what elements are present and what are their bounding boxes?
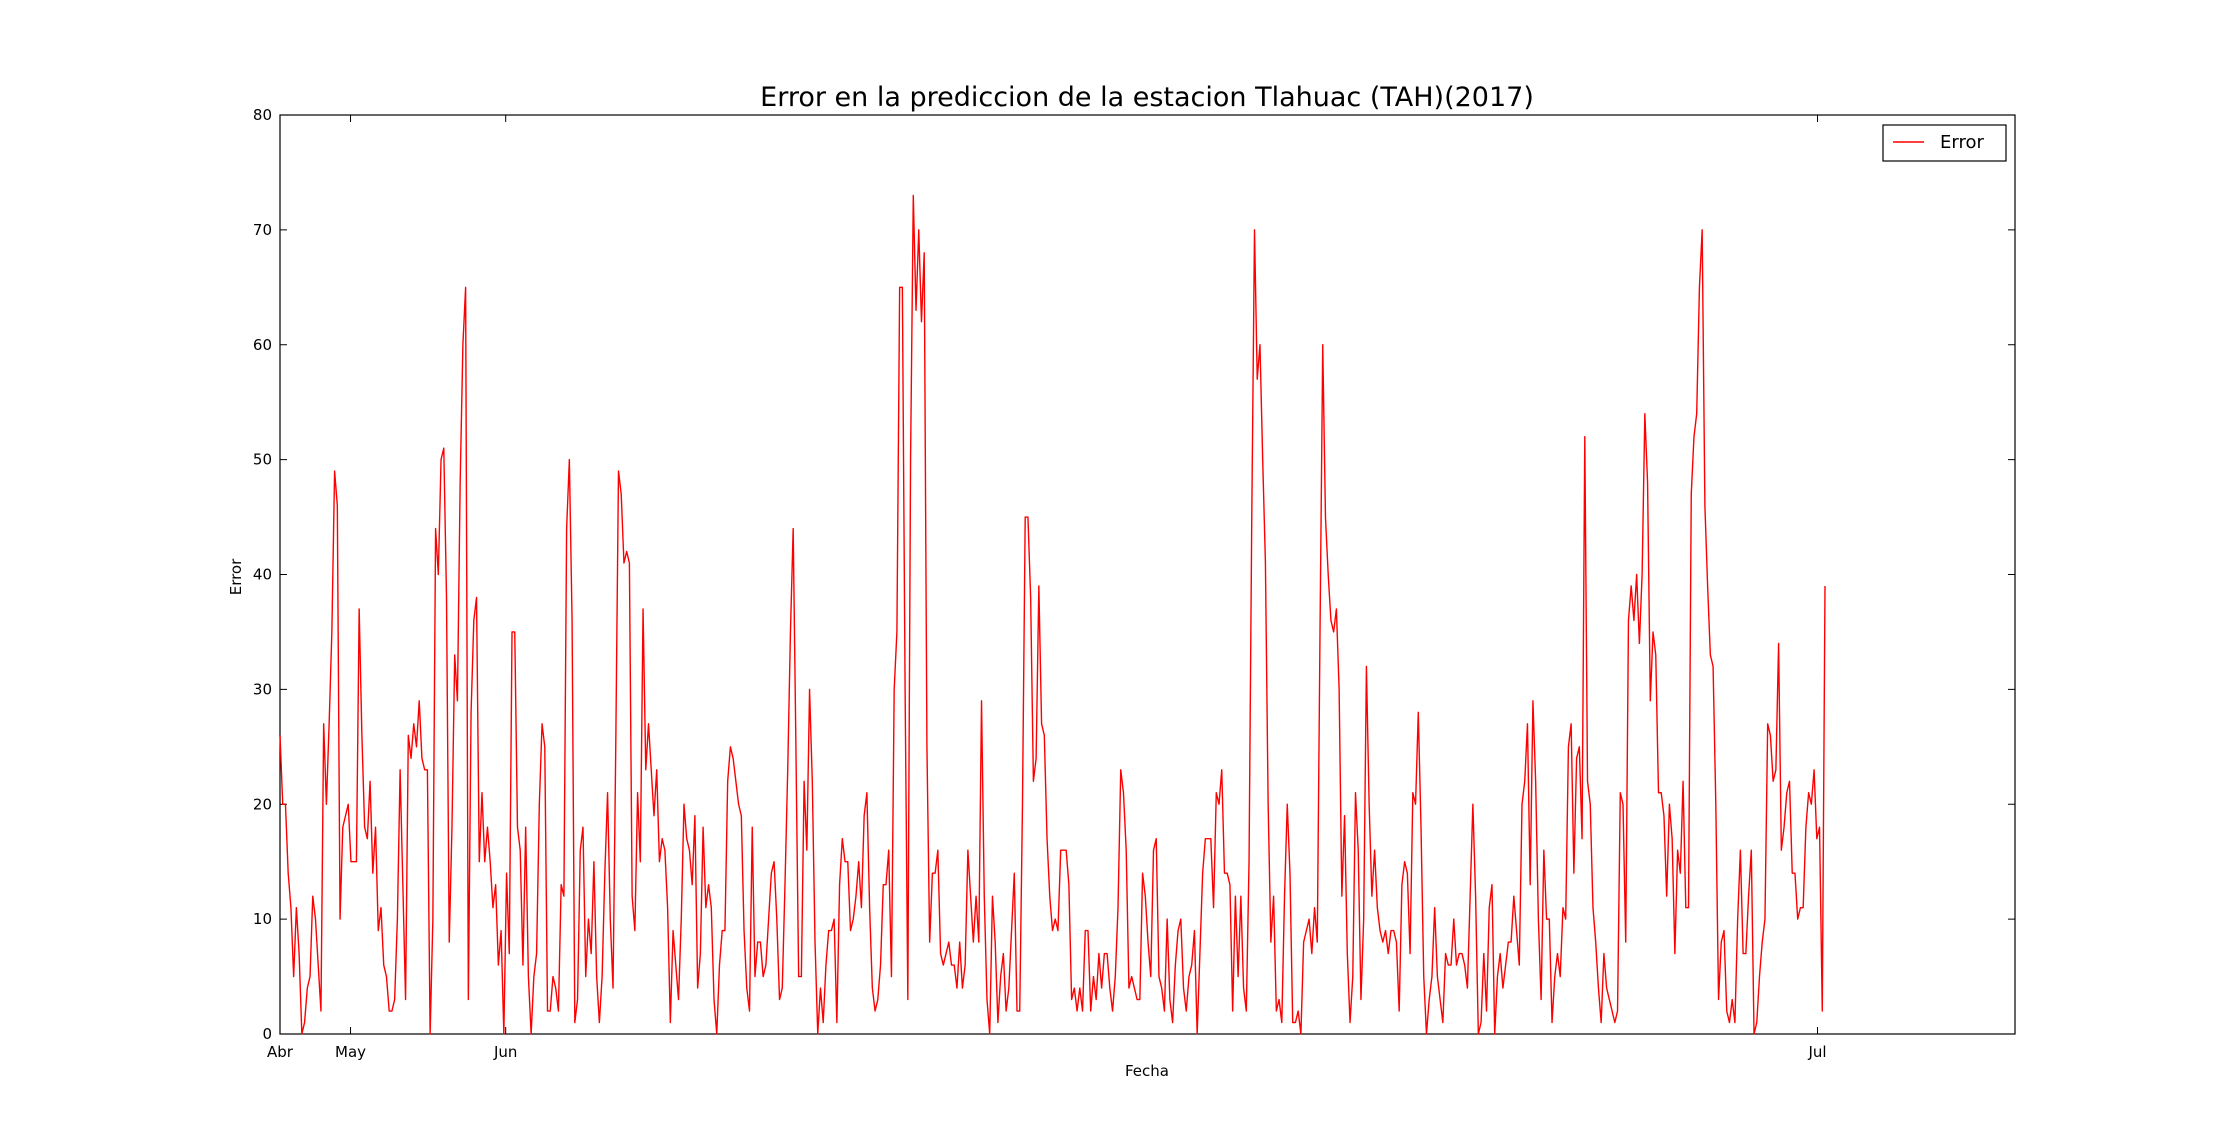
y-tick-label: 60: [253, 336, 272, 354]
x-axis-label: Fecha: [1125, 1062, 1169, 1080]
series-layer: [279, 194, 1826, 1035]
plot-area: [279, 114, 2016, 1035]
x-tick-label: Jul: [1807, 1043, 1826, 1061]
y-tick-label: 0: [262, 1025, 272, 1043]
y-axis: 0 10 20 30 40 50 60 70 80: [253, 106, 2015, 1043]
x-tick-label: May: [335, 1043, 366, 1061]
y-tick-label: 70: [253, 221, 272, 239]
y-tick-label: 30: [253, 680, 272, 698]
x-axis: Abr May Jun Jul: [267, 115, 1827, 1061]
y-axis-label: Error: [227, 558, 245, 595]
x-tick-label: Abr: [267, 1043, 294, 1061]
y-tick-label: 20: [253, 795, 272, 813]
y-tick-label: 10: [253, 910, 272, 928]
legend-label-error: Error: [1940, 132, 1984, 153]
legend-box: [1882, 124, 2007, 162]
legend: Error: [1882, 124, 2007, 162]
x-tick-label: Jun: [493, 1043, 517, 1061]
plot-frame: [279, 114, 2016, 1035]
chart-title: Error en la prediccion de la estacion Tl…: [760, 82, 1534, 113]
series-line-error: [279, 194, 1826, 1035]
y-tick-label: 80: [253, 106, 272, 124]
y-tick-label: 50: [253, 451, 272, 469]
y-tick-label: 40: [253, 566, 272, 584]
